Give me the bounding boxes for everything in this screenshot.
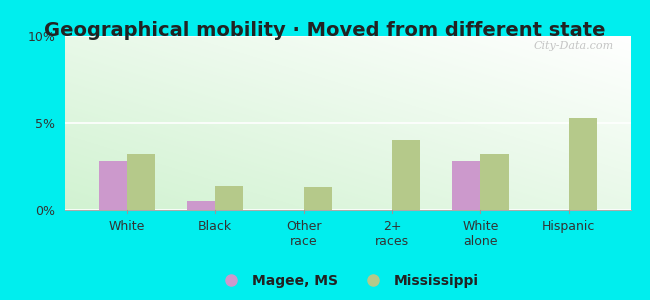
- Bar: [99, 161, 127, 210]
- Text: City-Data.com: City-Data.com: [534, 41, 614, 51]
- Bar: [187, 201, 215, 210]
- Bar: [127, 154, 155, 210]
- Bar: [480, 154, 508, 210]
- Bar: [392, 140, 420, 210]
- Bar: [304, 188, 332, 210]
- Bar: [569, 118, 597, 210]
- Legend: Magee, MS, Mississippi: Magee, MS, Mississippi: [211, 268, 484, 293]
- Text: Geographical mobility · Moved from different state: Geographical mobility · Moved from diffe…: [44, 21, 606, 40]
- Bar: [215, 186, 244, 210]
- Bar: [452, 161, 480, 210]
